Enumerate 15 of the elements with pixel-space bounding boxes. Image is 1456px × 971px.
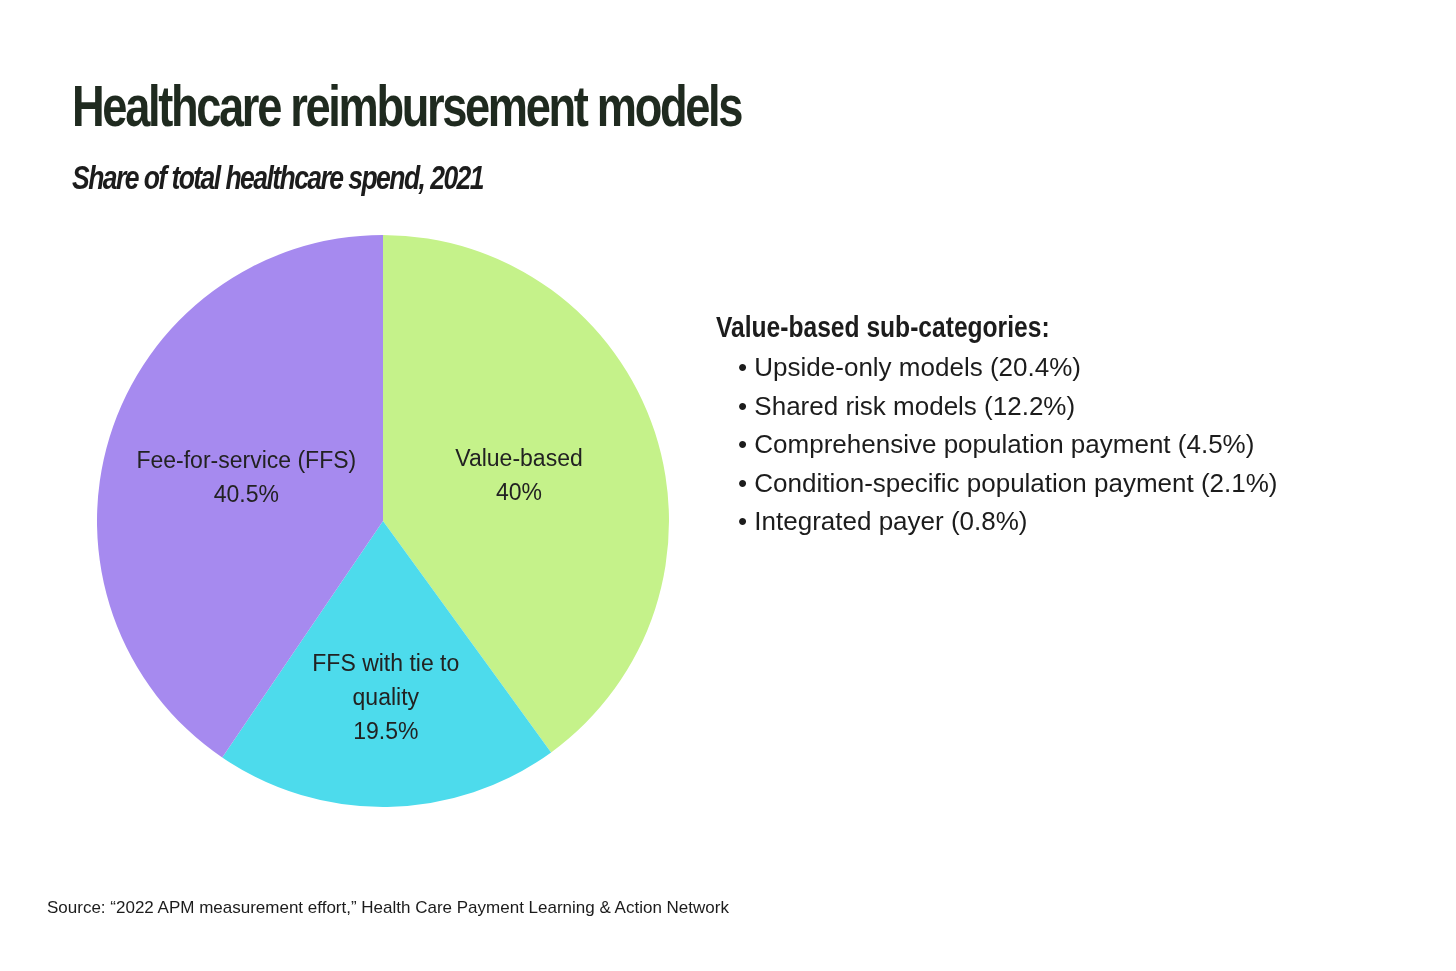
text: • Upside-only models (20.4%): [737, 351, 1082, 384]
text: • Shared risk models (12.2%): [737, 389, 1077, 423]
slice-label: Value-based: [455, 445, 583, 472]
text: • Integrated payer (0.8%): [737, 505, 1029, 539]
slice-label: Fee-for-service (FFS): [136, 447, 357, 474]
text: • Condition-specific population payment (2.1%): [737, 466, 1278, 500]
data-label: 40.5%: [213, 481, 279, 508]
source-note: Source: “2022 APM measurement effort,” Health Care Payment Learning & Action Network: [47, 898, 729, 918]
text: Value-based sub-categories:: [716, 310, 1051, 344]
data-label: 19.5%: [353, 717, 419, 744]
data-label: 40%: [495, 479, 543, 506]
text: • Comprehensive population payment (4.5%): [737, 428, 1256, 462]
chart-subtitle: Share of total healthcare spend, 2021: [72, 158, 483, 197]
slice-label: FFS with tie to quality: [312, 649, 460, 710]
chart-title: Healthcare reimbursement models: [72, 72, 742, 139]
